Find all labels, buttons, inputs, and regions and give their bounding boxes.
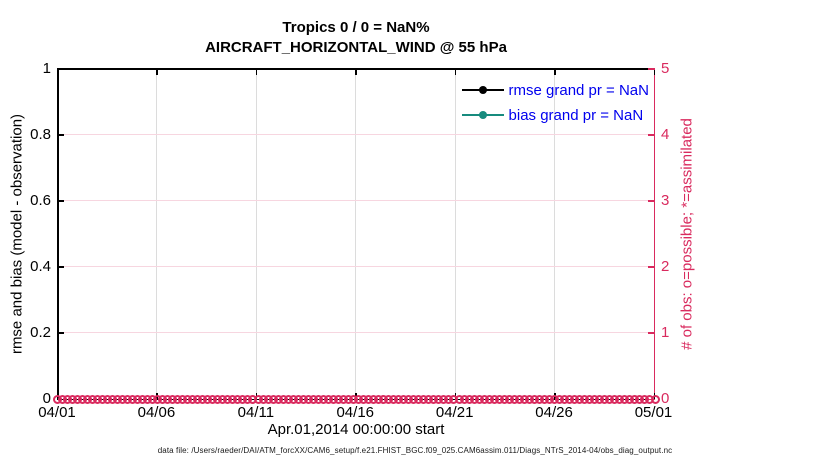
plot-area: rmse grand pr = NaN bias grand pr = NaN (52, 68, 660, 404)
left-y-tick-mark (57, 332, 64, 334)
x-gridline (554, 68, 556, 400)
obs-count-marker-icon (650, 394, 660, 404)
right-y-tick-label: 2 (661, 257, 670, 275)
left-y-tick-mark (57, 200, 64, 202)
right-y-tick-mark (648, 332, 655, 334)
right-axis-spine (653, 68, 655, 400)
right-y-tick-mark (648, 134, 655, 136)
x-tick-label: 04/16 (336, 404, 375, 421)
x-gridline (355, 68, 357, 400)
legend-item-bias: bias grand pr = NaN (461, 105, 649, 125)
right-y-tick-label: 4 (661, 125, 670, 143)
x-tick-label: 04/01 (38, 404, 76, 421)
legend-label-rmse: rmse grand pr = NaN (508, 81, 649, 99)
bias-line-swatch (461, 111, 504, 119)
plot-subtitle: AIRCRAFT_HORIZONTAL_WIND @ 55 hPa (205, 39, 507, 56)
rmse-line-swatch (461, 86, 504, 94)
x-gridline (255, 68, 257, 400)
left-y-axis-label: rmse and bias (model - observation) (8, 113, 26, 355)
x-tick-label: 04/21 (435, 404, 474, 421)
x-tick-label: 04/06 (137, 404, 176, 421)
y-gridline (57, 200, 655, 202)
left-y-tick-label: 0.2 (30, 323, 51, 341)
right-y-axis-label: # of obs: o=possible; *=assimilated (678, 118, 696, 350)
x-tick-label: 04/26 (535, 404, 573, 421)
legend-label-bias: bias grand pr = NaN (508, 106, 644, 124)
left-y-tick-label: 0 (42, 390, 51, 407)
plot-title: Tropics 0 / 0 = NaN% (282, 19, 430, 36)
x-tick-mark (653, 68, 655, 75)
title-block: Tropics 0 / 0 = NaN% AIRCRAFT_HORIZONTAL… (57, 18, 655, 58)
x-gridline (454, 68, 456, 400)
y-gridline (57, 134, 655, 136)
x-tick-mark (57, 68, 59, 75)
x-tick-mark (355, 68, 357, 75)
x-tick-label: 05/01 (634, 404, 673, 421)
left-y-tick-mark (57, 266, 64, 268)
y-gridline (57, 332, 655, 334)
data-file-path: data file: /Users/raeder/DAI/ATM_forcXX/… (157, 446, 673, 455)
left-y-tick-mark (57, 68, 64, 70)
x-axis-label: Apr.01,2014 00:00:00 start (267, 421, 445, 438)
rmse-dot-marker-icon (478, 86, 487, 94)
right-y-tick-label: 1 (661, 323, 670, 341)
right-y-tick-label: 0 (661, 390, 670, 407)
x-tick-mark (156, 68, 158, 75)
legend: rmse grand pr = NaN bias grand pr = NaN (461, 80, 649, 125)
x-tick-mark (454, 68, 457, 75)
left-y-tick-label: 0.6 (30, 191, 51, 209)
legend-item-rmse: rmse grand pr = NaN (461, 80, 649, 100)
left-y-tick-label: 0.8 (30, 125, 51, 143)
left-axis-spine (57, 68, 59, 400)
left-y-tick-mark (57, 134, 64, 136)
right-y-tick-label: 5 (661, 59, 670, 77)
left-y-tick-label: 0.4 (30, 257, 51, 275)
x-tick-mark (255, 68, 258, 75)
right-y-tick-mark (648, 266, 655, 268)
bias-dot-marker-icon (478, 111, 487, 119)
right-y-tick-mark (648, 68, 655, 70)
x-tick-label: 04/11 (237, 404, 275, 421)
right-y-tick-mark (648, 200, 655, 202)
x-tick-mark (554, 68, 556, 75)
x-gridline (156, 68, 158, 400)
left-y-tick-label: 1 (42, 59, 51, 77)
y-gridline (57, 266, 655, 268)
right-y-tick-label: 3 (661, 191, 670, 209)
